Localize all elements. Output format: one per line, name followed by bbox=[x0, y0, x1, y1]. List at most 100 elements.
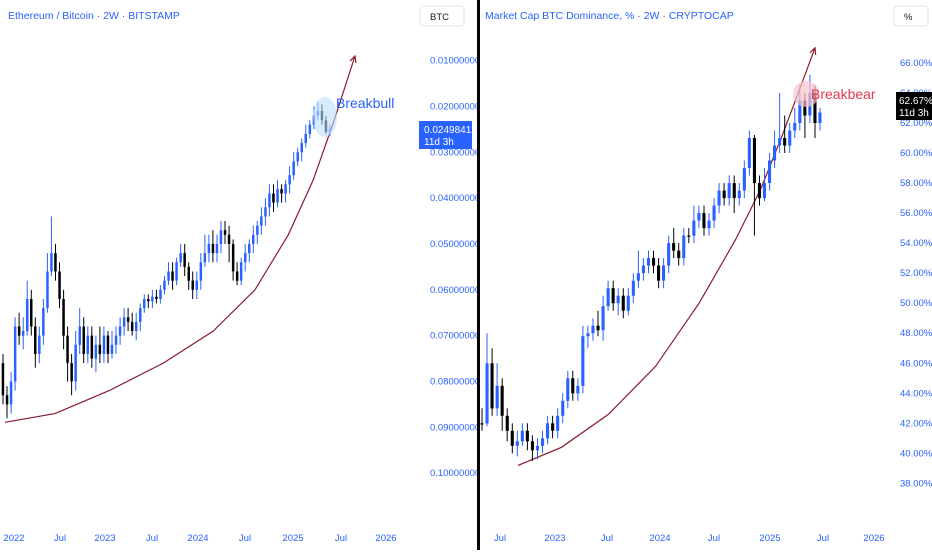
left-y-tick-label: 0.01000000 bbox=[430, 56, 480, 67]
left-candle-body bbox=[163, 280, 166, 290]
left-chart-panel[interactable]: Ethereum / Bitcoin · 2W · BITSTAMP Break… bbox=[1, 5, 481, 544]
left-candle-body bbox=[235, 271, 239, 281]
right-candle-body bbox=[697, 213, 701, 221]
left-candle-body bbox=[227, 234, 231, 244]
left-candle-body bbox=[126, 317, 130, 322]
right-y-tick-label: 54.00% bbox=[900, 238, 932, 249]
left-candle-body bbox=[304, 133, 307, 144]
right-candle-body bbox=[646, 258, 650, 266]
right-candle-body bbox=[621, 295, 625, 311]
left-candle-body bbox=[207, 243, 211, 254]
left-candle-body bbox=[252, 234, 255, 244]
right-candle-body bbox=[591, 325, 595, 334]
left-x-tick-label: 2022 bbox=[3, 533, 24, 544]
left-candle-body bbox=[5, 395, 9, 405]
right-candle-body bbox=[601, 306, 605, 331]
left-x-tick-label: Jul bbox=[54, 533, 66, 544]
right-candle-body bbox=[652, 258, 656, 266]
right-chart-panel[interactable]: Market Cap BTC Dominance, % · 2W · CRYPT… bbox=[480, 5, 932, 544]
left-candle-body bbox=[219, 230, 223, 244]
right-candle-body bbox=[717, 190, 721, 206]
left-candle-body bbox=[296, 152, 299, 162]
left-candle-body bbox=[284, 184, 287, 194]
right-price-tag: 62.67% 11d 3h bbox=[896, 92, 932, 120]
right-x-axis: Jul 2023 Jul 2024 Jul 2025 Jul 2026 bbox=[494, 533, 885, 544]
right-y-tick-label: 38.00% bbox=[900, 478, 932, 489]
left-candle-body bbox=[66, 335, 69, 364]
breakbull-highlight bbox=[313, 97, 337, 137]
right-candle-body bbox=[500, 385, 504, 416]
left-candle-body bbox=[122, 317, 126, 327]
left-candle-body bbox=[118, 326, 122, 336]
right-candle-body bbox=[793, 123, 797, 131]
right-candle-body bbox=[495, 385, 499, 409]
right-y-tick-label: 56.00% bbox=[900, 208, 932, 219]
right-candle-body bbox=[672, 243, 676, 251]
right-y-tick-label: 46.00% bbox=[900, 358, 932, 369]
left-candle-body bbox=[167, 271, 170, 281]
left-candle-body bbox=[231, 243, 235, 272]
right-x-tick-label: Jul bbox=[494, 533, 506, 544]
left-candle-body bbox=[13, 326, 17, 382]
left-candle-body bbox=[114, 335, 118, 345]
left-y-tick-label: 0.06000000 bbox=[430, 285, 480, 296]
right-y-axis[interactable]: % 38.00% 40.00% 42.00% 44.00% 46.00% 48.00% 50… bbox=[893, 5, 932, 489]
left-x-tick-label: 2026 bbox=[375, 533, 396, 544]
left-candle-body bbox=[26, 299, 29, 332]
left-candle-body bbox=[155, 296, 158, 299]
left-candle-body bbox=[143, 299, 146, 309]
left-candle-body bbox=[82, 326, 85, 354]
left-candle-body bbox=[264, 207, 267, 217]
right-candle-body bbox=[813, 93, 817, 123]
left-y-axis[interactable]: BTC 0.01000000 0.02000000 0.03000000 0.0400… bbox=[419, 5, 480, 479]
left-candle-body bbox=[9, 381, 13, 405]
right-candle-body bbox=[576, 385, 580, 394]
left-y-tick-label: 0.07000000 bbox=[430, 331, 480, 342]
right-candle-body bbox=[677, 250, 681, 259]
right-y-ticks: 38.00% 40.00% 42.00% 44.00% 46.00% 48.00% 50.0… bbox=[900, 58, 932, 489]
right-last-price: 62.67% bbox=[899, 96, 932, 107]
left-y-tick-label: 0.04000000 bbox=[430, 193, 480, 204]
left-y-tick-label: 0.03000000 bbox=[430, 147, 480, 158]
right-curve-arrowhead bbox=[809, 46, 817, 55]
left-candle-body bbox=[98, 344, 102, 354]
right-x-tick-label: 2023 bbox=[544, 533, 565, 544]
left-candle-body bbox=[30, 299, 33, 327]
right-candle-body bbox=[510, 430, 514, 446]
right-candle-body bbox=[586, 333, 590, 337]
right-y-tick-label: 52.00% bbox=[900, 268, 932, 279]
left-unit-box[interactable] bbox=[419, 5, 465, 27]
right-price-tag-bg bbox=[896, 92, 932, 120]
right-candle-body bbox=[535, 445, 539, 451]
right-candle-body bbox=[783, 138, 787, 146]
right-unit-box[interactable] bbox=[893, 5, 929, 27]
right-y-tick-label: 50.00% bbox=[900, 298, 932, 309]
left-candle-body bbox=[159, 289, 162, 299]
left-candle-body bbox=[38, 335, 41, 354]
right-candle-body bbox=[616, 295, 620, 304]
right-countdown: 11d 3h bbox=[899, 108, 929, 119]
left-candle-body bbox=[106, 335, 110, 354]
left-candle-body bbox=[223, 230, 227, 235]
left-candle-body bbox=[244, 253, 247, 263]
left-candle-body bbox=[292, 161, 295, 176]
right-candle-body bbox=[682, 235, 686, 259]
right-curve-line bbox=[517, 47, 816, 466]
left-unit-label: BTC bbox=[430, 12, 449, 23]
left-candle-body bbox=[42, 308, 45, 336]
right-candle-body bbox=[631, 280, 635, 296]
left-candle-body bbox=[203, 253, 207, 263]
left-x-tick-label: Jul bbox=[146, 533, 158, 544]
right-x-tick-label: 2025 bbox=[759, 533, 780, 544]
left-candle-body bbox=[183, 253, 186, 267]
right-chart-title: Market Cap BTC Dominance, % · 2W · CRYPT… bbox=[485, 10, 734, 22]
right-candle-body bbox=[667, 243, 671, 266]
left-price-tag: 0.02498412 11d 3h bbox=[419, 121, 477, 149]
right-candle-body bbox=[747, 138, 751, 168]
right-y-tick-label: 40.00% bbox=[900, 448, 932, 459]
right-candle-body bbox=[742, 168, 746, 191]
left-curve-line bbox=[4, 55, 356, 423]
left-candle-body bbox=[260, 216, 263, 226]
right-y-tick-label: 60.00% bbox=[900, 148, 932, 159]
